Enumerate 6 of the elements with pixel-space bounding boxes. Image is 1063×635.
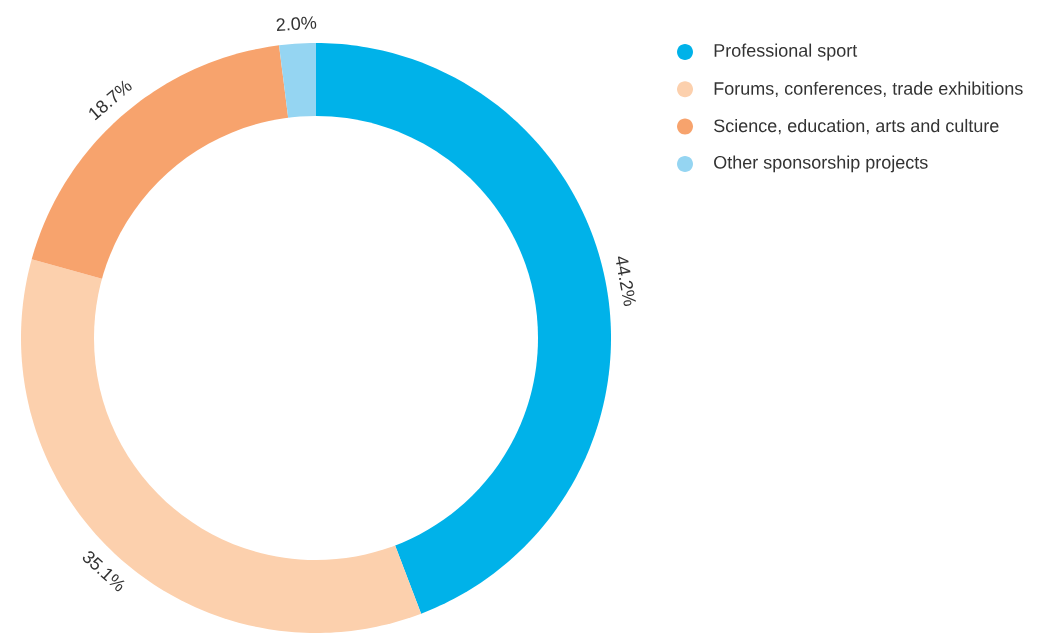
data-label: 44.2% (616, 256, 636, 306)
legend-label: Science, education, arts and culture (714, 118, 999, 135)
legend-label: Professional sport (714, 43, 858, 61)
legend-label: Forums, conferences, trade exhibitions (714, 81, 1023, 97)
legend-label: Other sponsorship projects (714, 155, 928, 173)
data-label: 2.0% (276, 16, 317, 32)
